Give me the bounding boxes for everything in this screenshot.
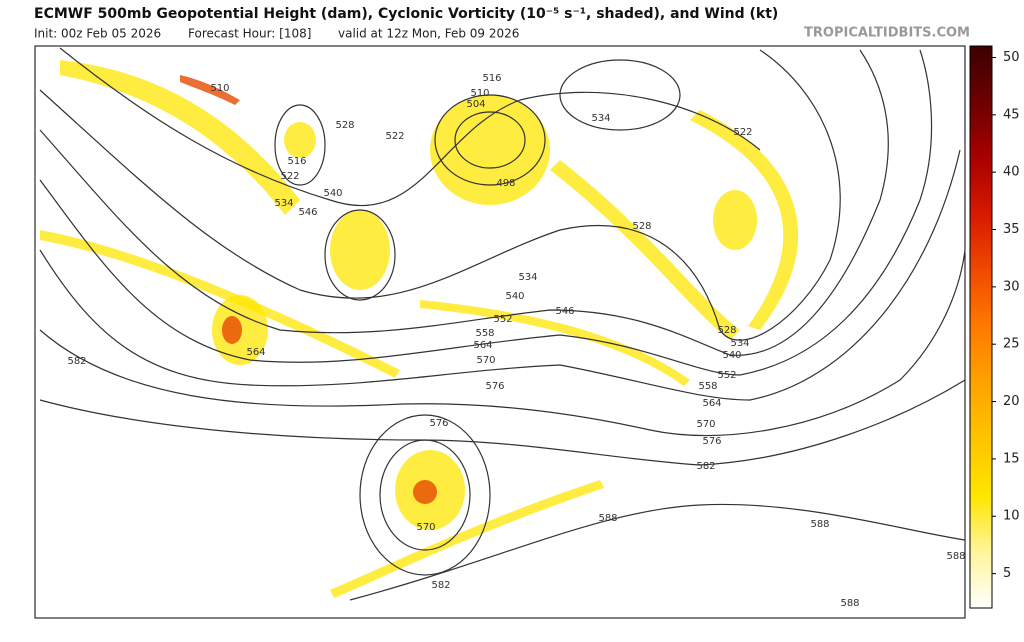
contour-label: 570 [416,522,435,533]
map: 5105165105045345225285225165225345465404… [34,45,966,619]
contour-label: 546 [298,207,317,218]
contour-label: 540 [323,188,342,199]
init: Init: 00z Feb 05 2026 [34,27,161,41]
colorbar-tick-label: 45 [1003,107,1020,122]
contour-label: 510 [470,88,489,99]
colorbar-tick-label: 35 [1003,222,1020,237]
contour-label: 504 [466,99,485,110]
contour-label: 576 [702,436,721,447]
contour-label: 558 [698,381,717,392]
contour-label: 516 [482,73,501,84]
title: ECMWF 500mb Geopotential Height (dam), C… [34,6,778,22]
contour-label: 552 [493,314,512,325]
contour-label: 576 [485,381,504,392]
contour-label: 528 [717,325,736,336]
contour-label: 576 [429,418,448,429]
site-logo: TROPICALTIDBITS.COM [804,26,970,41]
contour-label: 558 [475,328,494,339]
contour-label: 570 [476,355,495,366]
contour-label: 564 [702,398,721,409]
colorbar-tick-label: 5 [1003,566,1011,581]
contour-label: 546 [555,306,574,317]
contour-label: 528 [335,120,354,131]
contour-label: 522 [280,171,299,182]
contour-labels: 5105165105045345225285225165225345465404… [67,73,965,609]
colorbar-tick-label: 20 [1003,394,1020,409]
contour-label: 534 [274,198,293,209]
contour-label: 510 [210,83,229,94]
contour-label: 498 [496,178,515,189]
colorbar-tick-label: 15 [1003,451,1020,466]
contour-label: 564 [473,340,492,351]
colorbar-tick-label: 30 [1003,279,1020,294]
contour-label: 582 [696,461,715,472]
contour-label: 552 [717,370,736,381]
contour-label: 540 [505,291,524,302]
contour-label: 540 [722,350,741,361]
contour-label: 564 [246,347,265,358]
contour-label: 534 [730,338,749,349]
colorbar-tick-label: 25 [1003,337,1020,352]
contour-label: 534 [518,272,537,283]
contour-label: 582 [67,356,86,367]
contour-label: 570 [696,419,715,430]
contour-label: 588 [810,519,829,530]
contour-label: 588 [598,513,617,524]
contour-label: 534 [591,113,610,124]
colorbar-tick-label: 10 [1003,509,1020,524]
contour-label: 588 [946,551,965,562]
valid-time: valid at 12z Mon, Feb 09 2026 [338,27,519,41]
colorbar-tick-label: 50 [1003,50,1020,65]
colorbar-tick-label: 40 [1003,165,1020,180]
contour-label: 522 [733,127,752,138]
height-contours [39,47,966,601]
contour-label: 582 [431,580,450,591]
contour-label: 522 [385,131,404,142]
colorbar [969,45,993,609]
forecast-hour: Forecast Hour: [108] [188,27,311,41]
contour-label: 588 [840,598,859,609]
contour-label: 528 [632,221,651,232]
contour-label: 516 [287,156,306,167]
colorbar-ticks: 5 10 15 20 25 30 35 40 45 50 [992,50,1020,581]
